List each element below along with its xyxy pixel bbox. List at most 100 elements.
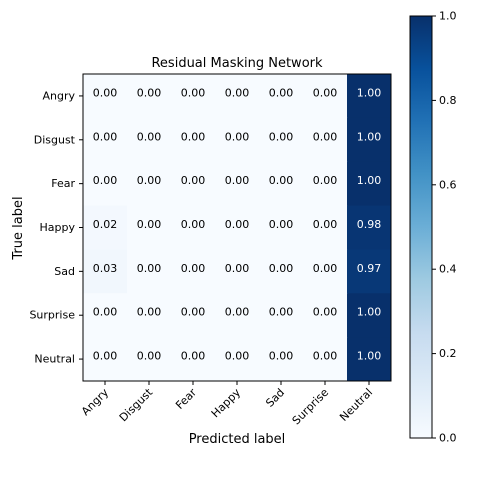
cell-value-label: 0.00	[269, 350, 294, 363]
heatmap-cell	[215, 74, 260, 119]
heatmap-cell	[127, 249, 172, 294]
heatmap-cell	[215, 161, 260, 207]
cell-value-label: 0.00	[93, 174, 118, 187]
y-tick-label: Fear	[51, 177, 75, 190]
heatmap-cell	[347, 293, 392, 338]
y-axis-label: True label	[11, 196, 26, 260]
cell-value-label: 0.00	[269, 306, 294, 319]
x-tick-label: Disgust	[117, 385, 156, 424]
cell-value-label: 1.00	[357, 130, 382, 143]
cell-value-label: 0.00	[269, 262, 294, 275]
heatmap-cell	[259, 249, 304, 294]
y-axis: Angry Disgust Fear Happy Sad Surprise Neutral	[29, 89, 83, 366]
cell-value-label: 0.00	[313, 174, 338, 187]
heatmap-cell	[171, 74, 216, 119]
colorbar-tick-label: 0.6	[439, 178, 457, 191]
heatmap-cell	[347, 249, 392, 294]
heatmap-cell	[171, 205, 216, 250]
y-tick-label: Angry	[42, 89, 75, 102]
cell-value-label: 0.97	[357, 262, 382, 275]
colorbar-ticks: 0.0 0.2 0.4 0.6 0.8 1.0	[432, 10, 457, 445]
y-tick-label: Sad	[54, 265, 75, 278]
cell-value-label: 0.00	[269, 86, 294, 99]
heatmap-cell	[259, 161, 304, 207]
heatmap-cell	[259, 74, 304, 119]
heatmap-cell	[171, 117, 216, 163]
heatmap-cell	[215, 293, 260, 338]
heatmap-cell	[83, 249, 128, 294]
cell-value-label: 0.00	[269, 130, 294, 143]
cell-value-label: 0.00	[225, 130, 250, 143]
heatmap-cell	[127, 337, 172, 382]
colorbar-tick-label: 0.2	[439, 347, 457, 360]
cell-value-label: 0.00	[137, 174, 162, 187]
cell-value-label: 0.00	[313, 218, 338, 231]
heatmap-cell	[215, 337, 260, 382]
x-axis: Angry Disgust Fear Happy Sad Surprise Neutral	[79, 381, 375, 427]
cell-value-label: 0.00	[313, 130, 338, 143]
heatmap-cell	[303, 117, 348, 163]
heatmap-cell	[259, 117, 304, 163]
heatmap-cell	[303, 161, 348, 207]
heatmap-cell	[303, 337, 348, 382]
heatmap-cell	[83, 74, 128, 119]
cell-value-label: 0.00	[93, 86, 118, 99]
y-tick-label: Disgust	[34, 133, 76, 146]
x-tick-label: Happy	[209, 386, 244, 421]
cell-value-label: 0.00	[137, 86, 162, 99]
heatmap-cell	[171, 293, 216, 338]
heatmap-cell	[127, 161, 172, 207]
cell-value-label: 0.00	[313, 306, 338, 319]
cell-value-label: 0.00	[225, 218, 250, 231]
cell-value-label: 0.00	[93, 350, 118, 363]
cell-value-label: 0.00	[225, 306, 250, 319]
heatmap-cell	[215, 205, 260, 250]
cell-value-label: 0.00	[225, 86, 250, 99]
heatmap-cell	[127, 293, 172, 338]
heatmap-cell	[259, 293, 304, 338]
heatmap-cell	[303, 249, 348, 294]
x-tick-label: Sad	[263, 386, 287, 410]
heatmap-cell	[83, 117, 128, 163]
heatmap-cell	[303, 74, 348, 119]
colorbar-gradient	[409, 15, 433, 439]
heatmap-cell	[83, 293, 128, 338]
cell-value-label: 0.00	[137, 306, 162, 319]
cell-value-label: 0.02	[93, 218, 118, 231]
heatmap-cell	[347, 337, 392, 382]
cell-value-label: 0.00	[313, 86, 338, 99]
heatmap-cell	[83, 337, 128, 382]
x-tick-label: Angry	[79, 386, 112, 419]
cell-value-label: 0.00	[313, 262, 338, 275]
heatmap-cell	[215, 249, 260, 294]
heatmap-cell	[171, 337, 216, 382]
cell-value-label: 0.00	[313, 350, 338, 363]
cell-value-label: 1.00	[357, 306, 382, 319]
cell-value-label: 1.00	[357, 174, 382, 187]
cell-value-label: 0.00	[225, 174, 250, 187]
heatmap-cell	[171, 249, 216, 294]
colorbar-tick-label: 0.8	[439, 94, 457, 107]
heatmap-cell	[83, 161, 128, 207]
cell-value-label: 0.00	[181, 306, 206, 319]
y-tick-label: Neutral	[34, 353, 75, 366]
cell-value-label: 0.00	[269, 174, 294, 187]
heatmap-cell	[303, 205, 348, 250]
heatmap-cell	[83, 205, 128, 250]
colorbar-tick-label: 0.0	[439, 432, 457, 445]
heatmap-cell	[303, 293, 348, 338]
cell-value-label: 0.00	[181, 86, 206, 99]
heatmap-cell	[347, 117, 392, 163]
colorbar: 0.0 0.2 0.4 0.6 0.8 1.0	[409, 10, 457, 445]
cell-value-label: 1.00	[357, 350, 382, 363]
cell-value-label: 0.03	[93, 262, 118, 275]
heatmap-cell	[215, 117, 260, 163]
cell-value-label: 0.00	[269, 218, 294, 231]
cell-value-label: 0.00	[181, 174, 206, 187]
heatmap-cell	[127, 74, 172, 119]
x-tick-label: Neutral	[337, 386, 375, 424]
heatmap-cells	[83, 74, 392, 382]
cell-value-label: 0.00	[93, 130, 118, 143]
cell-value-label: 1.00	[357, 86, 382, 99]
